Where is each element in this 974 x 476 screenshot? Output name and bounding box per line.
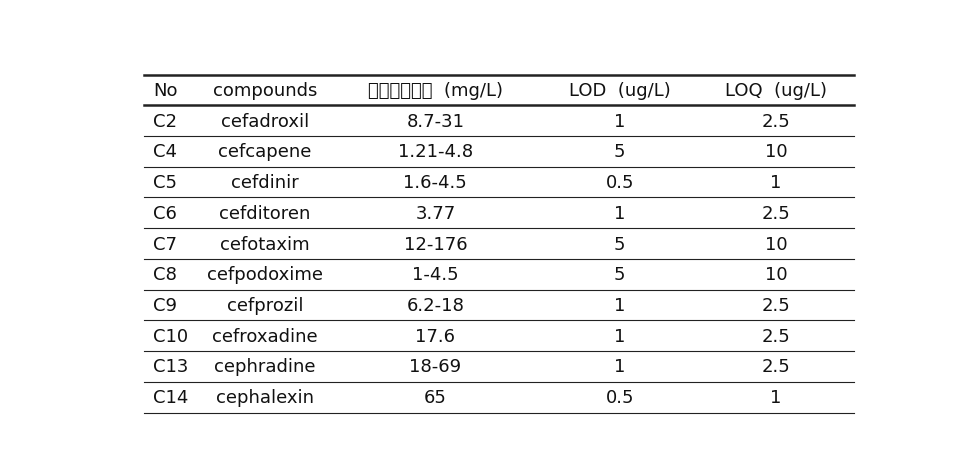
Text: 1: 1 xyxy=(615,327,625,345)
Text: 0.5: 0.5 xyxy=(606,174,634,192)
Text: 6.2-18: 6.2-18 xyxy=(406,297,465,314)
Text: cefadroxil: cefadroxil xyxy=(221,112,309,130)
Text: 1: 1 xyxy=(615,112,625,130)
Text: 2.5: 2.5 xyxy=(762,297,790,314)
Text: 1-4.5: 1-4.5 xyxy=(412,266,459,284)
Text: cefprozil: cefprozil xyxy=(227,297,303,314)
Text: 12-176: 12-176 xyxy=(403,235,468,253)
Text: 8.7-31: 8.7-31 xyxy=(406,112,465,130)
Text: 1.6-4.5: 1.6-4.5 xyxy=(403,174,468,192)
Text: 1: 1 xyxy=(615,297,625,314)
Text: cefpodoxime: cefpodoxime xyxy=(207,266,323,284)
Text: 18-69: 18-69 xyxy=(409,357,462,376)
Text: cefroxadine: cefroxadine xyxy=(212,327,318,345)
Text: 65: 65 xyxy=(424,388,447,407)
Text: cefdinir: cefdinir xyxy=(231,174,299,192)
Text: No: No xyxy=(154,82,178,100)
Text: cephradine: cephradine xyxy=(214,357,316,376)
Text: 5: 5 xyxy=(614,266,625,284)
Text: 1.21-4.8: 1.21-4.8 xyxy=(397,143,473,161)
Text: 10: 10 xyxy=(765,143,787,161)
Text: C2: C2 xyxy=(154,112,177,130)
Text: C13: C13 xyxy=(154,357,189,376)
Text: LOD  (ug/L): LOD (ug/L) xyxy=(569,82,671,100)
Text: 2.5: 2.5 xyxy=(762,327,790,345)
Text: 2.5: 2.5 xyxy=(762,112,790,130)
Text: C8: C8 xyxy=(154,266,177,284)
Text: 혈중치료농도  (mg/L): 혈중치료농도 (mg/L) xyxy=(368,82,503,100)
Text: 3.77: 3.77 xyxy=(415,204,456,222)
Text: 10: 10 xyxy=(765,235,787,253)
Text: C4: C4 xyxy=(154,143,177,161)
Text: 2.5: 2.5 xyxy=(762,357,790,376)
Text: 0.5: 0.5 xyxy=(606,388,634,407)
Text: cephalexin: cephalexin xyxy=(216,388,314,407)
Text: 5: 5 xyxy=(614,143,625,161)
Text: cefotaxim: cefotaxim xyxy=(220,235,310,253)
Text: 1: 1 xyxy=(770,174,781,192)
Text: C5: C5 xyxy=(154,174,177,192)
Text: 17.6: 17.6 xyxy=(415,327,455,345)
Text: compounds: compounds xyxy=(213,82,318,100)
Text: 1: 1 xyxy=(615,357,625,376)
Text: C14: C14 xyxy=(154,388,189,407)
Text: cefcapene: cefcapene xyxy=(218,143,312,161)
Text: LOQ  (ug/L): LOQ (ug/L) xyxy=(725,82,827,100)
Text: 10: 10 xyxy=(765,266,787,284)
Text: 1: 1 xyxy=(615,204,625,222)
Text: C10: C10 xyxy=(154,327,189,345)
Text: 1: 1 xyxy=(770,388,781,407)
Text: C7: C7 xyxy=(154,235,177,253)
Text: cefditoren: cefditoren xyxy=(219,204,311,222)
Text: C6: C6 xyxy=(154,204,177,222)
Text: 5: 5 xyxy=(614,235,625,253)
Text: C9: C9 xyxy=(154,297,177,314)
Text: 2.5: 2.5 xyxy=(762,204,790,222)
